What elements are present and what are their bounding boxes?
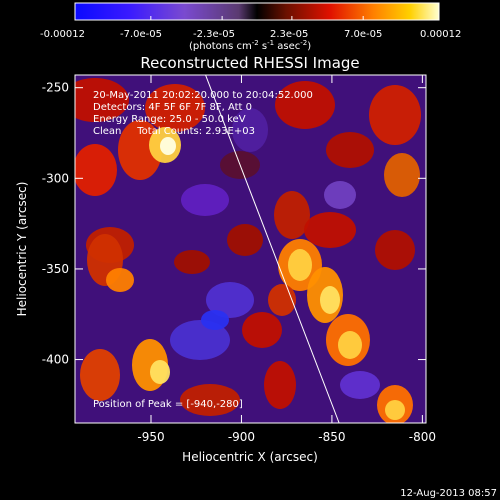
intensity-blob — [242, 312, 282, 348]
clean-counts-text: Clean Total Counts: 2.93E+03 — [93, 126, 255, 137]
intensity-blob — [288, 249, 312, 281]
intensity-blob — [80, 349, 120, 401]
y-tick-label: -400 — [42, 353, 69, 367]
intensity-blob — [369, 85, 421, 145]
colorbar-tick-label: 7.0e-05 — [344, 29, 382, 40]
intensity-blob — [375, 230, 415, 270]
x-tick-label: -950 — [137, 430, 164, 444]
x-axis-ticks: -950 -900 -850 -800 — [137, 75, 436, 444]
intensity-blob — [227, 224, 263, 256]
colorbar-tick-label: 0.00012 — [420, 29, 461, 40]
intensity-blob — [160, 137, 176, 155]
y-tick-label: -250 — [42, 81, 69, 95]
colorbar-units: (photons cm-2 s-1 asec-2) — [189, 39, 311, 52]
intensity-blob — [150, 360, 170, 384]
intensity-blob — [75, 78, 129, 122]
intensity-blob — [174, 250, 210, 274]
intensity-blob — [384, 153, 420, 197]
x-tick-label: -850 — [318, 430, 345, 444]
colorbar-tick-label: -0.00012 — [40, 29, 85, 40]
energy-range-text: Energy Range: 25.0 - 50.0 keV — [93, 114, 246, 125]
intensity-blob — [274, 191, 310, 239]
colorbar-tick-label: -7.0e-05 — [120, 29, 162, 40]
intensity-blob — [338, 331, 362, 359]
y-tick-label: -350 — [42, 262, 69, 276]
y-axis-label: Heliocentric Y (arcsec) — [15, 182, 29, 317]
timestamp: 12-Aug-2013 08:57 — [400, 488, 497, 499]
detectors-text: Detectors: 4F 5F 6F 7F 8F, Att 0 — [93, 102, 252, 113]
intensity-blob — [181, 184, 229, 216]
peak-position-text: Position of Peak = [-940,-280] — [93, 399, 243, 410]
intensity-blob — [145, 84, 205, 132]
colorbar-tick-label: 2.3e-05 — [270, 29, 308, 40]
time-range-text: 20-May-2011 20:02:20.000 to 20:04:52.000 — [93, 90, 313, 101]
intensity-blob — [180, 384, 240, 416]
intensity-blob — [118, 120, 162, 180]
x-axis-label: Heliocentric X (arcsec) — [182, 450, 318, 464]
rhessi-image — [75, 75, 426, 423]
intensity-map — [75, 78, 421, 423]
intensity-blob — [340, 371, 380, 399]
x-tick-label: -900 — [228, 430, 255, 444]
intensity-blob — [106, 268, 134, 292]
y-tick-label: -300 — [42, 171, 69, 185]
intensity-blob — [304, 212, 356, 248]
solar-limb-line — [205, 75, 340, 423]
colorbar-ticks — [74, 16, 440, 20]
intensity-blob — [320, 286, 340, 314]
intensity-blob — [201, 310, 229, 330]
x-tick-label: -800 — [409, 430, 436, 444]
colorbar-tick-label: -2.3e-05 — [193, 29, 235, 40]
plot-annotations: 20-May-2011 20:02:20.000 to 20:04:52.000… — [93, 90, 313, 410]
y-axis-ticks: -250 -300 -350 -400 — [42, 81, 426, 367]
intensity-blob — [264, 361, 296, 409]
intensity-blob — [75, 144, 117, 196]
intensity-blob — [324, 181, 356, 209]
intensity-blob — [326, 132, 374, 168]
intensity-blob — [232, 108, 268, 152]
colorbar: -0.00012 -7.0e-05 -2.3e-05 2.3e-05 7.0e-… — [40, 2, 461, 52]
plot-frame — [74, 74, 427, 424]
colorbar-gradient — [74, 2, 440, 21]
intensity-blob — [206, 282, 254, 318]
intensity-blob — [385, 400, 405, 420]
intensity-blob — [275, 81, 335, 129]
plot-title: Reconstructed RHESSI Image — [140, 54, 359, 72]
